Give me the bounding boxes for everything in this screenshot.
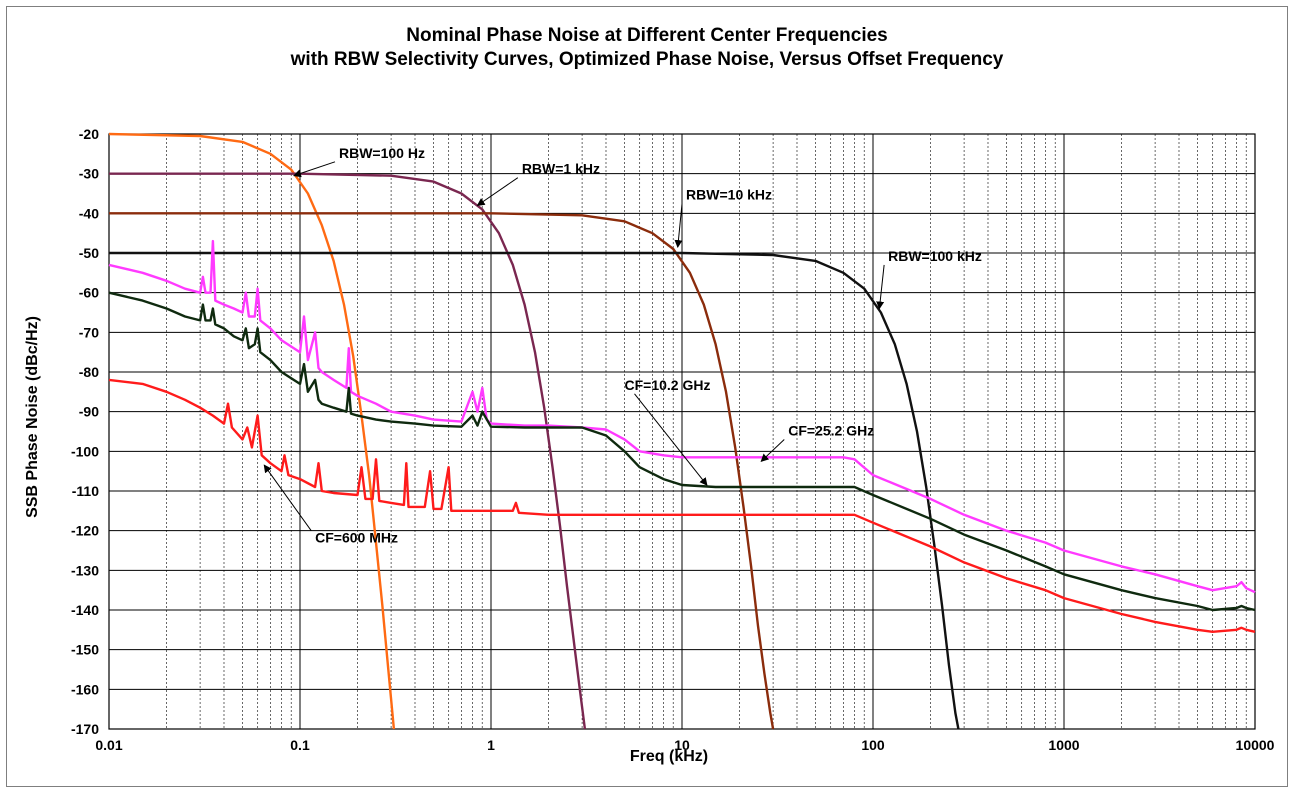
x-tick-label: 10000 xyxy=(1236,737,1275,753)
annotation-arrow xyxy=(293,161,336,178)
annotation-arrow xyxy=(674,203,683,249)
x-tick-label: 1000 xyxy=(1048,737,1079,753)
x-tick-label: 0.01 xyxy=(95,737,122,753)
series-line-3 xyxy=(109,251,960,730)
x-tick-label: 1 xyxy=(487,737,495,753)
annotation-label: RBW=100 kHz xyxy=(888,248,982,264)
chart-title: Nominal Phase Noise at Different Center … xyxy=(406,25,887,46)
annotation-label: RBW=100 Hz xyxy=(339,145,425,161)
annotation-arrow xyxy=(760,439,785,462)
y-tick-label: -60 xyxy=(79,285,99,301)
y-tick-label: -50 xyxy=(79,245,99,261)
phase-noise-chart: -20 -30 -40 -50 -60 -70 -80 -90 -100 -110 -120 -130… xyxy=(24,25,1275,765)
y-tick-label: -70 xyxy=(79,324,99,340)
chart-frame: -20 -30 -40 -50 -60 -70 -80 -90 -100 -110 -120 -130… xyxy=(6,6,1288,787)
y-tick-label: -90 xyxy=(79,404,99,420)
y-tick-label: -40 xyxy=(79,205,99,221)
chart-subtitle: with RBW Selectivity Curves, Optimized P… xyxy=(290,49,1004,70)
annotation-arrow xyxy=(476,177,519,206)
x-axis-label: Freq (kHz) xyxy=(630,748,708,765)
y-tick-label: -140 xyxy=(71,602,99,618)
grid xyxy=(108,133,1255,730)
y-tick-label: -120 xyxy=(71,523,99,539)
annotation-label: RBW=10 kHz xyxy=(686,186,772,202)
annotation-label: CF=25.2 GHz xyxy=(788,422,874,438)
plot-area xyxy=(108,133,1256,730)
x-tick-label: 0.1 xyxy=(290,737,310,753)
tick-labels: -20 -30 -40 -50 -60 -70 -80 -90 -100 -110 -120 -130… xyxy=(71,126,1275,753)
y-tick-label: -100 xyxy=(71,443,99,459)
y-tick-label: -30 xyxy=(79,166,99,182)
y-tick-label: -150 xyxy=(71,642,99,658)
x-tick-label: 100 xyxy=(861,737,885,753)
series-lines xyxy=(108,132,1256,730)
annotation-label: CF=10.2 GHz xyxy=(625,377,711,393)
series-line-1 xyxy=(109,172,587,730)
y-tick-label: -160 xyxy=(71,681,99,697)
y-tick-label: -110 xyxy=(72,483,99,499)
annotation-arrow xyxy=(263,464,312,531)
y-tick-label: -130 xyxy=(71,562,99,578)
annotation-arrow xyxy=(634,393,708,486)
x-tick-label: 10 xyxy=(674,737,690,753)
annotation-label: RBW=1 kHz xyxy=(522,161,600,177)
y-tick-label: -20 xyxy=(79,126,99,142)
annotations: RBW=100 Hz RBW=1 kHz RBW=10 kHz RBW=100 kHz… xyxy=(263,145,982,546)
annotation-label: CF=600 MHz xyxy=(315,530,398,546)
y-tick-label: -170 xyxy=(71,721,99,737)
series-line-6 xyxy=(108,378,1256,633)
y-axis-label: SSB Phase Noise (dBc/Hz) xyxy=(24,316,41,518)
series-line-4 xyxy=(108,239,1256,594)
series-line-0 xyxy=(108,132,396,730)
series-line-2 xyxy=(109,212,775,730)
y-tick-label: -80 xyxy=(79,364,99,380)
series-line-5 xyxy=(108,291,1256,612)
annotation-arrow xyxy=(876,264,885,310)
